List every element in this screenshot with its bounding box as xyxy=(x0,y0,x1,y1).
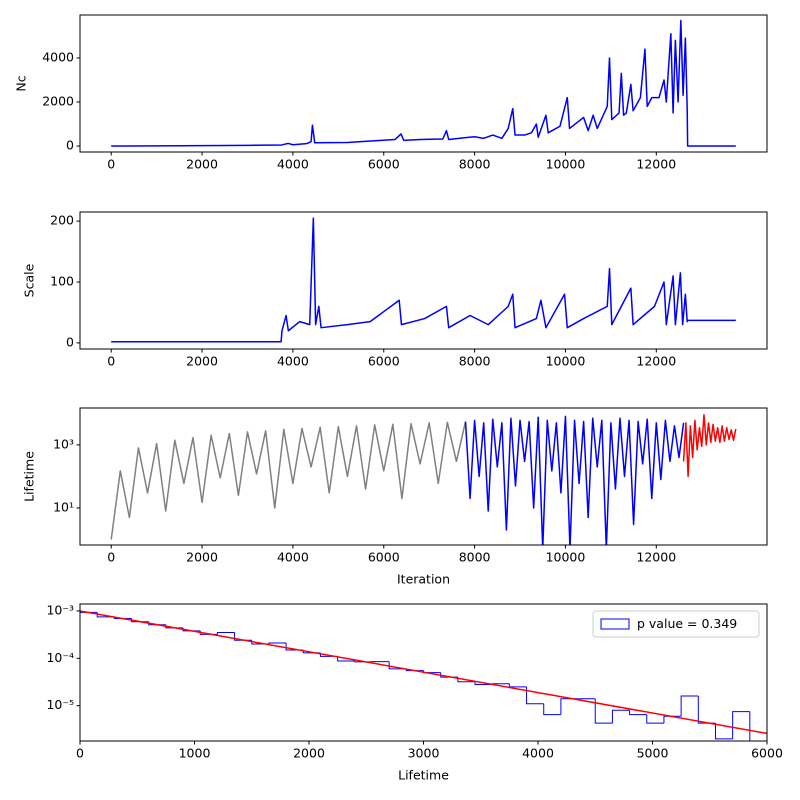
hist-step xyxy=(646,714,664,724)
series-line xyxy=(111,217,736,343)
legend-patch xyxy=(600,618,630,630)
y-axis-label: Lifetime xyxy=(22,451,37,502)
y-tick-label: 10⁻⁴ xyxy=(46,650,74,665)
y-axis-label: Nc xyxy=(14,75,29,91)
plot-area xyxy=(111,19,736,147)
series-line xyxy=(464,415,685,545)
fit-line xyxy=(80,610,767,735)
x-tick-label: 2000 xyxy=(186,157,218,172)
hist-step xyxy=(474,681,493,686)
hist-step xyxy=(663,715,682,724)
y-tick-label: 10⁻⁵ xyxy=(46,697,74,712)
x-tick-label: 6000 xyxy=(368,354,400,369)
panel: 0 2000 4000 6000 8000 10000 12000 0 100 200 Scale xyxy=(22,211,768,369)
y-axis-label: Scale xyxy=(22,263,37,297)
x-tick-label: 4000 xyxy=(277,550,309,565)
x-tick-label: 6000 xyxy=(368,157,400,172)
panel: 0 2000 4000 6000 8000 10000 12000 0 2000 4000 Nc xyxy=(14,14,768,172)
legend-box xyxy=(592,610,760,638)
hist-step xyxy=(268,642,287,645)
hist-step xyxy=(337,656,355,662)
hist-step xyxy=(80,611,98,741)
x-axis-label: Lifetime xyxy=(398,768,449,783)
hist-step xyxy=(526,686,544,705)
x-tick-label: 8000 xyxy=(459,550,491,565)
hist-step xyxy=(560,698,579,715)
hist-step xyxy=(714,723,733,740)
x-tick-label: 3000 xyxy=(408,746,440,761)
x-tick-label: 6000 xyxy=(751,746,783,761)
hist-step xyxy=(611,709,630,724)
y-tick-label: 10³ xyxy=(53,436,74,451)
axes-frame xyxy=(79,14,768,153)
series-line xyxy=(110,421,467,540)
x-tick-label: 6000 xyxy=(368,550,400,565)
x-axis-label: Iteration xyxy=(397,572,450,587)
y-tick-label: 2000 xyxy=(42,94,74,109)
y-tick-label: 100 xyxy=(50,274,74,289)
hist-step xyxy=(594,698,613,724)
x-tick-label: 8000 xyxy=(459,157,491,172)
x-tick-label: 2000 xyxy=(186,354,218,369)
plot-area xyxy=(111,217,736,343)
x-tick-label: 10000 xyxy=(546,354,586,369)
panel: 0 2000 4000 6000 8000 10000 12000 10¹ 10³ Iterati… xyxy=(22,407,768,587)
x-tick-label: 2000 xyxy=(293,746,325,761)
x-tick-label: 4000 xyxy=(277,354,309,369)
x-tick-label: 12000 xyxy=(636,157,676,172)
x-tick-label: 12000 xyxy=(636,550,676,565)
legend-label: p value = 0.349 xyxy=(637,616,737,631)
x-tick-label: 12000 xyxy=(636,354,676,369)
x-tick-label: 8000 xyxy=(459,354,491,369)
hist-step xyxy=(749,711,767,741)
hist-step xyxy=(680,695,699,717)
x-tick-label: 0 xyxy=(107,550,115,565)
x-tick-label: 10000 xyxy=(546,157,586,172)
y-tick-label: 4000 xyxy=(42,49,74,64)
x-tick-label: 4000 xyxy=(522,746,554,761)
hist-step xyxy=(543,703,561,716)
hist-step xyxy=(508,683,527,688)
y-tick-label: 0 xyxy=(66,138,74,153)
axes-frame xyxy=(79,603,768,742)
axes-frame xyxy=(79,407,768,546)
axes-frame xyxy=(79,211,768,350)
plot-area xyxy=(110,414,737,545)
series-line xyxy=(682,414,737,478)
hist-step xyxy=(732,711,750,739)
legend: p value = 0.349 xyxy=(592,610,760,638)
y-tick-label: 0 xyxy=(66,334,74,349)
x-tick-label: 0 xyxy=(107,354,115,369)
x-tick-label: 1000 xyxy=(179,746,211,761)
x-tick-label: 2000 xyxy=(186,550,218,565)
series-line xyxy=(111,19,736,147)
x-tick-label: 5000 xyxy=(637,746,669,761)
panel: 0 1000 2000 3000 4000 5000 6000 10⁻⁵ 10⁻⁴ 10⁻³ Lif… xyxy=(46,602,782,782)
x-tick-label: 10000 xyxy=(546,550,586,565)
hist-step xyxy=(216,632,235,635)
y-tick-label: 10¹ xyxy=(53,499,74,514)
x-tick-label: 0 xyxy=(76,746,84,761)
x-tick-label: 0 xyxy=(107,157,115,172)
x-tick-label: 4000 xyxy=(277,157,309,172)
y-tick-label: 10⁻³ xyxy=(46,602,74,617)
hist-step xyxy=(697,696,716,724)
hist-step xyxy=(629,710,647,716)
y-tick-label: 200 xyxy=(50,213,74,228)
plot-area xyxy=(80,610,767,741)
